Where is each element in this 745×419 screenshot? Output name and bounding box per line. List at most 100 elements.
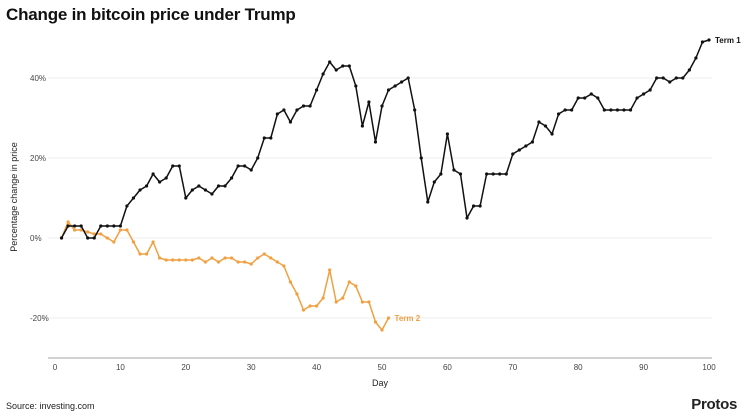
series-end-label: Term 1 [715, 36, 741, 45]
data-point [687, 68, 691, 72]
data-point [360, 124, 364, 128]
data-point [386, 316, 391, 320]
data-point [79, 228, 83, 232]
data-point [125, 204, 129, 208]
data-point [439, 172, 443, 176]
data-point [478, 204, 482, 208]
x-tick-label: 80 [574, 363, 583, 372]
x-tick-label: 100 [702, 363, 716, 372]
data-point [328, 268, 332, 272]
data-point [354, 84, 358, 88]
x-tick-label: 30 [247, 363, 256, 372]
data-point [615, 108, 620, 112]
data-point [537, 120, 541, 124]
data-point [655, 76, 659, 80]
data-point [373, 140, 378, 144]
data-point [465, 216, 469, 220]
data-point [530, 140, 535, 144]
data-point [661, 76, 665, 80]
data-point [288, 120, 293, 124]
data-point [73, 224, 77, 228]
data-point [197, 184, 201, 188]
data-point [118, 224, 122, 228]
data-point [341, 64, 345, 68]
data-point [203, 188, 208, 192]
data-point [628, 108, 633, 112]
data-point [256, 256, 260, 260]
data-point [59, 236, 64, 240]
data-point [216, 260, 221, 264]
series-term-2: Term 2 [59, 220, 421, 332]
data-point [190, 258, 194, 262]
data-point [576, 96, 580, 100]
data-point [158, 256, 162, 260]
data-point [622, 108, 626, 112]
data-point [432, 180, 436, 184]
data-point [243, 164, 247, 168]
data-point [164, 176, 168, 180]
data-point [642, 92, 646, 96]
data-point [380, 328, 384, 332]
data-point [262, 252, 266, 256]
data-point [197, 256, 201, 260]
data-point [99, 224, 103, 228]
data-point [210, 256, 214, 260]
data-point [112, 240, 116, 244]
data-point [190, 188, 194, 192]
data-point [269, 256, 273, 260]
data-point [556, 112, 561, 116]
data-point [216, 184, 221, 188]
data-point [315, 88, 319, 92]
data-point [321, 72, 325, 76]
data-point [334, 300, 338, 304]
data-point [249, 168, 253, 172]
x-tick-label: 0 [53, 363, 58, 372]
data-point [589, 92, 593, 96]
data-point [236, 164, 240, 168]
data-point [668, 80, 672, 84]
data-point [347, 64, 351, 68]
data-point [308, 304, 312, 308]
data-point [380, 104, 384, 108]
data-point [321, 296, 325, 300]
data-point [203, 260, 208, 264]
data-point [445, 132, 449, 136]
data-point [498, 172, 502, 176]
data-point [543, 124, 548, 128]
data-point [243, 260, 247, 264]
x-tick-label: 90 [639, 363, 648, 372]
data-point [681, 76, 685, 80]
data-point [164, 258, 168, 262]
x-tick-label: 70 [508, 363, 517, 372]
series-group: Term 2 Term 1 [59, 36, 741, 332]
y-tick-label: -20% [30, 314, 49, 323]
data-point [223, 256, 227, 260]
data-point [393, 84, 397, 88]
data-point [229, 176, 234, 180]
data-point [151, 172, 155, 176]
data-point [694, 56, 698, 60]
data-point [524, 144, 528, 148]
x-tick-label: 40 [312, 363, 321, 372]
data-point [295, 292, 299, 296]
data-point [210, 192, 214, 196]
data-point [105, 236, 109, 240]
x-tick-labels: 0 10 20 30 40 50 60 70 80 90 100 [53, 363, 716, 372]
data-point [648, 88, 652, 92]
series-line [60, 39, 710, 239]
data-point [86, 236, 90, 240]
data-point [328, 60, 332, 64]
data-point [315, 304, 319, 308]
data-point [171, 164, 175, 168]
data-point [184, 196, 188, 200]
data-point [602, 108, 606, 112]
data-point [177, 258, 181, 262]
data-point [125, 228, 129, 232]
data-point [282, 108, 286, 112]
brand-logo: Protos [691, 396, 737, 413]
data-point [184, 258, 188, 262]
data-point [92, 236, 96, 240]
data-point [707, 38, 711, 42]
data-point [406, 76, 410, 80]
